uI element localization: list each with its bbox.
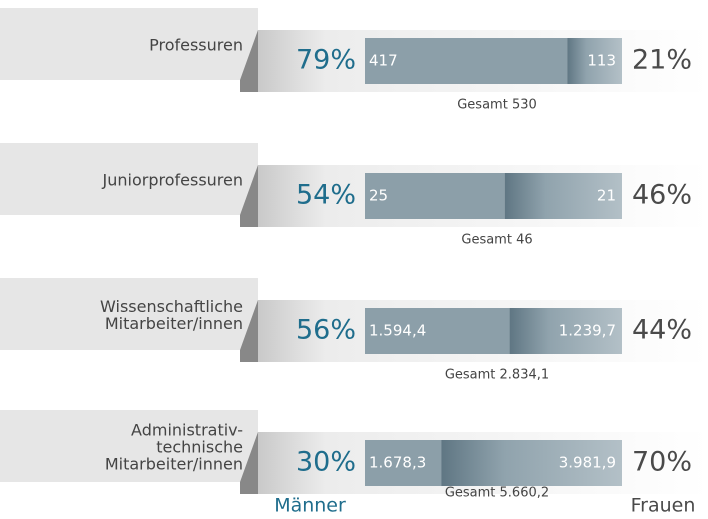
band-fold — [240, 30, 258, 92]
total-label: Gesamt 2.834,1 — [445, 368, 549, 383]
label-box — [0, 278, 258, 350]
bar-segment — [365, 38, 568, 84]
label-box — [0, 8, 258, 80]
percent-label: 70% — [632, 447, 692, 478]
total-label: Gesamt 5.660,2 — [445, 486, 549, 501]
legend-entry: Frauen — [631, 495, 696, 517]
percent-label: 79% — [296, 45, 356, 76]
value-label: 1.678,3 — [369, 454, 426, 472]
value-label: 417 — [369, 52, 398, 70]
category-label: Professuren — [149, 36, 243, 55]
percent-label: 44% — [632, 315, 692, 346]
category-label: Mitarbeiter/innen — [105, 314, 243, 333]
value-label: 113 — [587, 52, 616, 70]
legend-entry: Männer — [274, 495, 346, 517]
category-label: Administrativ- — [131, 421, 243, 440]
band-fold — [240, 432, 258, 494]
category-label: Mitarbeiter/innen — [105, 455, 243, 474]
value-label: 3.981,9 — [559, 454, 616, 472]
category-label: Juniorprofessuren — [102, 171, 243, 190]
bar-segment — [509, 308, 622, 354]
bar-segment — [441, 440, 622, 486]
bar-segment — [567, 38, 622, 84]
value-label: 1.594,4 — [369, 322, 426, 340]
percent-label: 30% — [296, 447, 356, 478]
bar-segment — [365, 440, 442, 486]
value-label: 1.239,7 — [559, 322, 616, 340]
label-box — [0, 143, 258, 215]
bar-segment — [365, 308, 510, 354]
category-label: Wissenschaftliche — [100, 297, 243, 316]
percent-label: 56% — [296, 315, 356, 346]
total-label: Gesamt 530 — [457, 98, 537, 113]
value-label: 25 — [369, 187, 388, 205]
category-label: technische — [156, 438, 243, 457]
percent-label: 21% — [632, 45, 692, 76]
percent-label: 46% — [632, 180, 692, 211]
bar-segment — [504, 173, 622, 219]
total-label: Gesamt 46 — [461, 233, 532, 248]
bar-segment — [365, 173, 505, 219]
label-box — [0, 410, 258, 482]
band-fold — [240, 300, 258, 362]
value-label: 21 — [597, 187, 616, 205]
band-fold — [240, 165, 258, 227]
percent-label: 54% — [296, 180, 356, 211]
